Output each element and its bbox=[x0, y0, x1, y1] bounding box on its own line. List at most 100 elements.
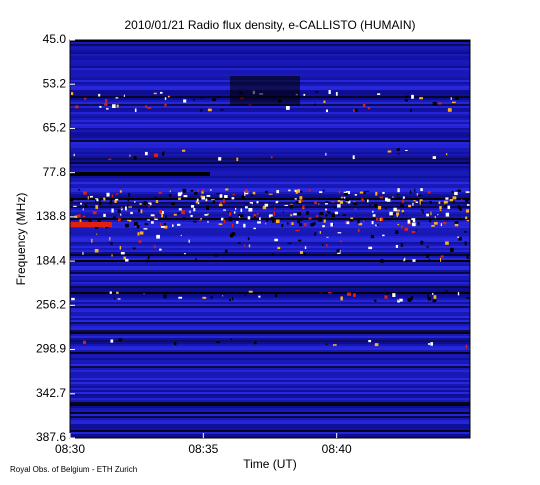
heatmap-speck bbox=[205, 198, 208, 202]
heatmap-speck bbox=[158, 191, 162, 194]
heatmap-speck bbox=[300, 219, 303, 221]
heatmap-row bbox=[70, 424, 470, 426]
heatmap-speck bbox=[379, 196, 384, 199]
heatmap-speck bbox=[419, 200, 422, 205]
heatmap-speck bbox=[420, 209, 423, 211]
heatmap-row bbox=[70, 336, 470, 338]
heatmap-speck bbox=[357, 228, 360, 233]
heatmap-speck bbox=[113, 297, 115, 300]
heatmap-speck bbox=[466, 219, 470, 222]
heatmap-speck bbox=[353, 108, 356, 112]
heatmap-speck bbox=[270, 156, 273, 159]
heatmap-speck bbox=[271, 253, 274, 255]
heatmap-speck bbox=[384, 197, 388, 202]
heatmap-row bbox=[70, 302, 470, 304]
heatmap-speck bbox=[328, 90, 331, 95]
heatmap-speck bbox=[392, 196, 394, 198]
heatmap-row bbox=[70, 202, 470, 204]
heatmap-speck bbox=[352, 155, 355, 160]
heatmap-speck bbox=[454, 223, 459, 227]
heatmap-speck bbox=[344, 196, 346, 199]
heatmap-speck bbox=[164, 103, 167, 107]
y-tick-label: 45.0 bbox=[43, 32, 67, 46]
heatmap-row bbox=[70, 274, 470, 276]
heatmap-speck bbox=[95, 198, 99, 202]
heatmap-speck bbox=[245, 206, 248, 209]
heatmap-speck bbox=[413, 200, 416, 202]
heatmap-speck bbox=[206, 205, 210, 210]
heatmap-row bbox=[70, 238, 470, 240]
heatmap-speck bbox=[451, 190, 454, 194]
heatmap-row bbox=[70, 288, 470, 290]
heatmap-speck bbox=[217, 96, 220, 98]
heatmap-speck bbox=[244, 198, 248, 201]
heatmap-speck bbox=[449, 198, 454, 202]
heatmap-row bbox=[70, 400, 470, 402]
heatmap-speck bbox=[401, 225, 403, 229]
heatmap-row bbox=[70, 414, 470, 416]
heatmap-speck bbox=[253, 341, 257, 345]
heatmap-speck bbox=[154, 196, 157, 200]
heatmap-speck bbox=[110, 339, 114, 343]
heatmap-row bbox=[70, 60, 470, 62]
heatmap-speck bbox=[466, 204, 471, 206]
heatmap-speck bbox=[115, 198, 119, 201]
heatmap-speck bbox=[139, 231, 144, 235]
heatmap-speck bbox=[97, 219, 101, 223]
heatmap-speck bbox=[253, 227, 256, 230]
heatmap-speck bbox=[284, 204, 289, 207]
heatmap-speck bbox=[125, 223, 129, 228]
heatmap-row bbox=[70, 120, 470, 122]
heatmap-speck bbox=[294, 189, 297, 192]
heatmap-speck bbox=[427, 296, 431, 301]
heatmap-row bbox=[70, 420, 470, 422]
heatmap-speck bbox=[153, 216, 156, 219]
heatmap-speck bbox=[116, 104, 119, 108]
heatmap-speck bbox=[368, 339, 372, 343]
heatmap-speck bbox=[156, 234, 160, 239]
heatmap-speck bbox=[301, 205, 305, 209]
heatmap-speck bbox=[243, 244, 246, 247]
heatmap-speck bbox=[163, 225, 168, 229]
heatmap-row bbox=[70, 426, 470, 428]
heatmap-speck bbox=[427, 294, 429, 298]
heatmap-row bbox=[70, 220, 470, 222]
heatmap-speck bbox=[291, 222, 294, 225]
heatmap-speck bbox=[363, 191, 366, 195]
heatmap-row bbox=[70, 112, 470, 114]
heatmap-speck bbox=[318, 203, 320, 205]
heatmap-speck bbox=[127, 204, 129, 208]
heatmap-speck bbox=[301, 200, 304, 202]
heatmap-speck bbox=[411, 94, 414, 99]
heatmap-row bbox=[70, 282, 470, 284]
heatmap-speck bbox=[428, 259, 431, 261]
heatmap-speck bbox=[143, 292, 145, 295]
x-tick-label: 08:35 bbox=[188, 442, 218, 456]
heatmap-speck bbox=[287, 242, 292, 245]
heatmap-speck bbox=[466, 209, 470, 213]
heatmap-row bbox=[70, 192, 470, 194]
heatmap-speck bbox=[450, 247, 454, 252]
heatmap-speck bbox=[233, 211, 236, 214]
heatmap-speck bbox=[178, 197, 181, 201]
heatmap-row bbox=[70, 298, 470, 300]
heatmap-row bbox=[70, 370, 470, 372]
footer: Royal Obs. of Belgium - ETH Zurich bbox=[10, 465, 137, 474]
heatmap-speck bbox=[412, 259, 416, 262]
heatmap-speck bbox=[147, 219, 150, 221]
heatmap-speck bbox=[405, 149, 408, 151]
heatmap-speck bbox=[239, 214, 244, 218]
heatmap-speck bbox=[297, 189, 300, 193]
heatmap-speck bbox=[384, 295, 388, 299]
heatmap-row bbox=[70, 308, 470, 310]
heatmap-speck bbox=[390, 214, 394, 217]
heatmap-speck bbox=[253, 216, 256, 218]
heatmap-speck bbox=[445, 241, 449, 245]
heatmap-row bbox=[70, 228, 470, 230]
heatmap-speck bbox=[365, 190, 369, 192]
heatmap-row bbox=[70, 372, 470, 374]
heatmap-speck bbox=[397, 223, 400, 226]
heatmap-speck bbox=[286, 222, 289, 225]
heatmap-speck bbox=[228, 212, 232, 216]
